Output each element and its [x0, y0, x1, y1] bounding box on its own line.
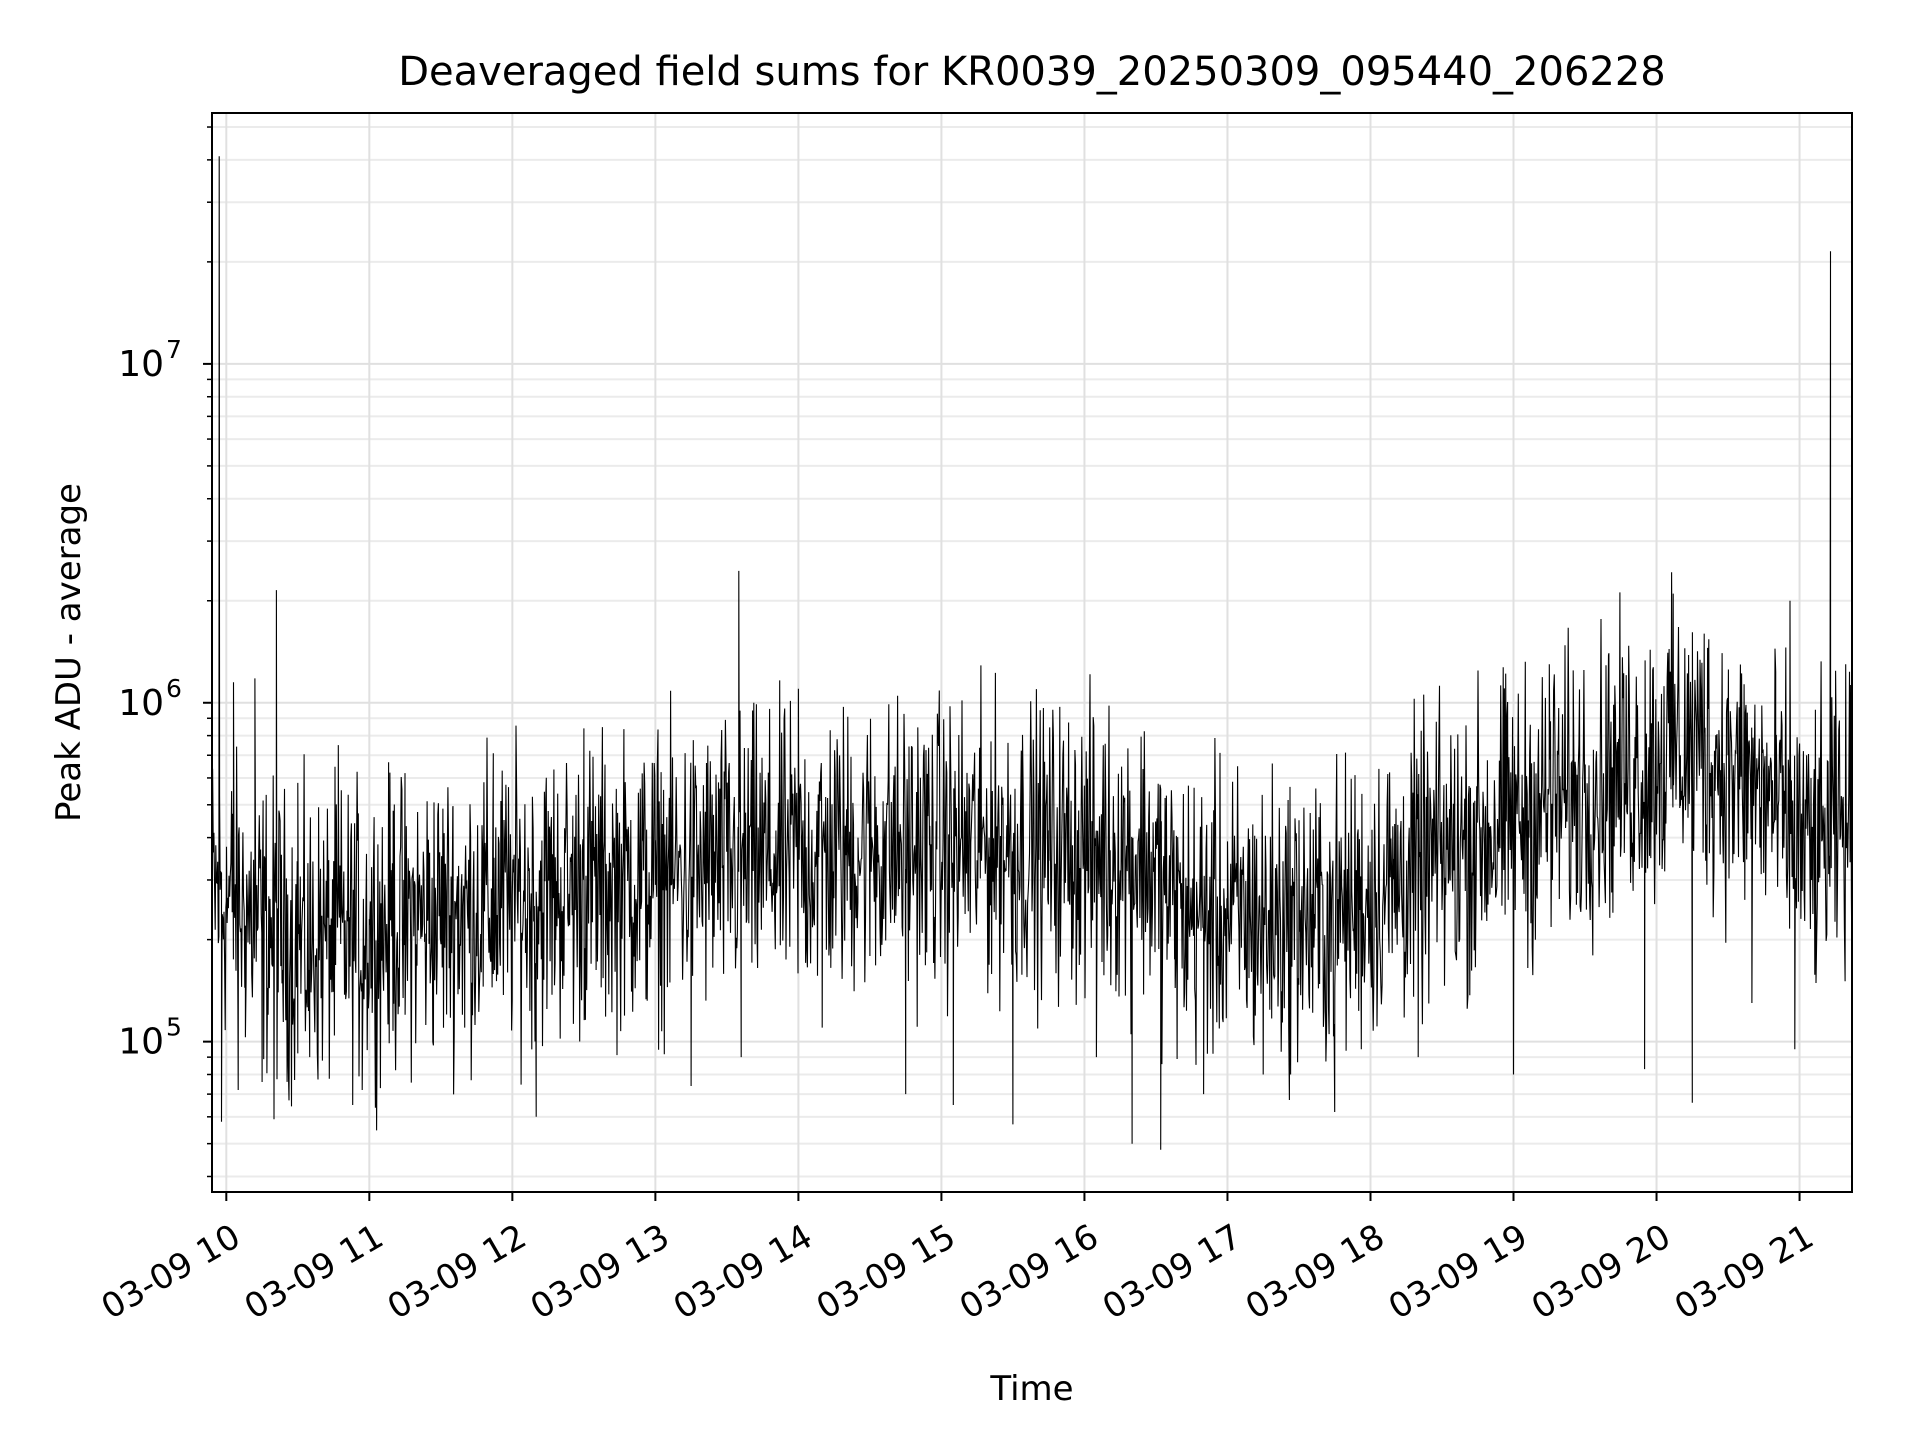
y-tick-exponent: 5 [166, 1013, 182, 1042]
series-line [211, 156, 1853, 1150]
chart-title: Deaveraged field sums for KR0039_2025030… [398, 49, 1666, 95]
y-axis-label: Peak ADU - average [49, 483, 89, 822]
y-tick-label: 10 [118, 1022, 164, 1063]
y-tick-label: 10 [118, 344, 164, 385]
data-layer [211, 156, 1853, 1150]
y-tick-label: 10 [118, 683, 164, 724]
plot-frame [211, 112, 1853, 1193]
x-axis-label: Time [989, 1369, 1073, 1409]
y-tick-exponent: 7 [166, 335, 182, 364]
y-tick-exponent: 6 [166, 674, 182, 703]
